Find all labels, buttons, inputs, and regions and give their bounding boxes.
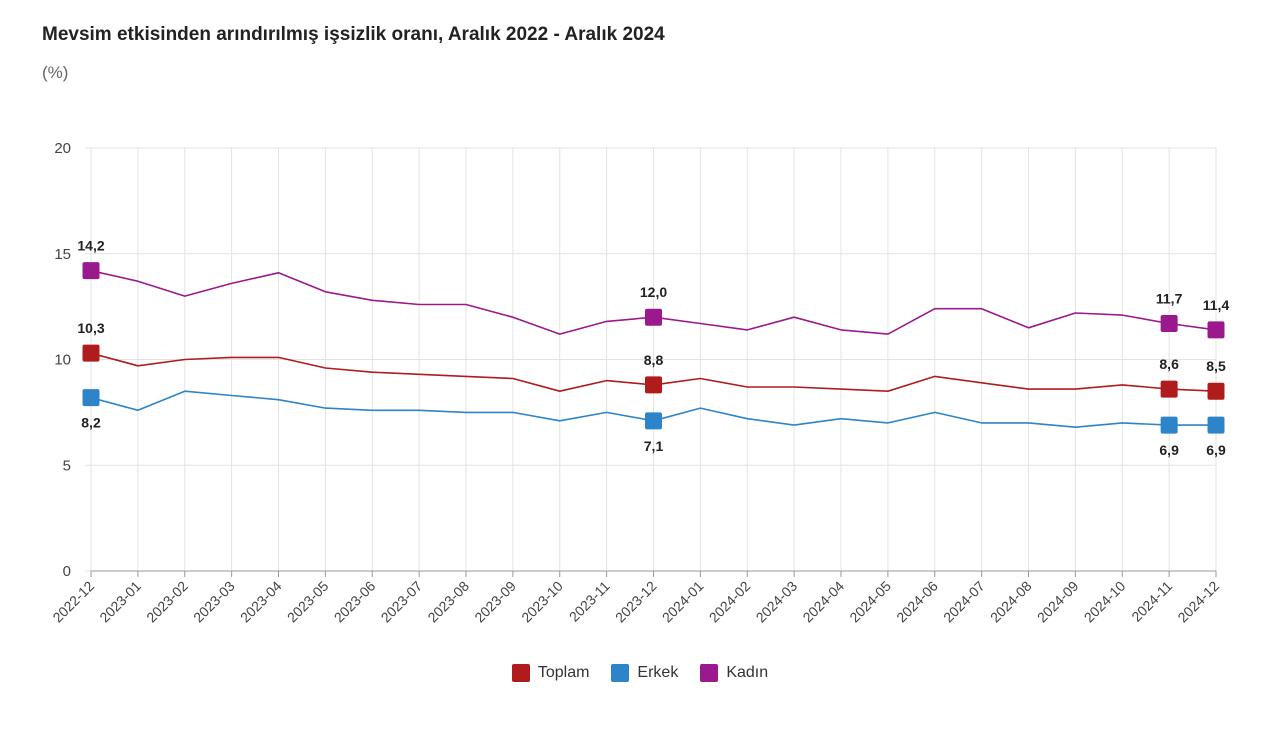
- legend-label-toplam: Toplam: [537, 664, 590, 681]
- legend-swatch-erkek: [611, 664, 630, 682]
- x-tick-label: 2024-06: [893, 578, 941, 626]
- x-tick-label: 2024-11: [1128, 578, 1175, 625]
- data-marker-erkek: [82, 389, 100, 407]
- legend-label-erkek: Erkek: [637, 664, 679, 681]
- data-label-erkek: 7,1: [644, 438, 664, 454]
- data-label-kadin: 12,0: [640, 284, 667, 300]
- y-tick-label: 5: [63, 457, 71, 474]
- x-tick-label: 2023-06: [331, 578, 379, 626]
- data-marker-kadin: [1160, 315, 1178, 333]
- data-label-erkek: 6,9: [1159, 442, 1179, 458]
- y-tick-label: 0: [63, 563, 71, 580]
- legend-item-erkek[interactable]: Erkek: [611, 664, 678, 682]
- x-tick-label: 2024-03: [753, 578, 801, 626]
- data-marker-kadin: [82, 262, 100, 280]
- data-marker-erkek: [645, 412, 662, 430]
- data-marker-toplam: [1160, 380, 1178, 398]
- y-tick-label: 15: [54, 246, 71, 263]
- x-tick-label: 2023-08: [424, 578, 472, 626]
- data-label-erkek: 6,9: [1206, 442, 1226, 458]
- x-tick-label: 2023-12: [612, 578, 660, 626]
- unit-label: (%): [42, 63, 69, 82]
- legend-item-toplam[interactable]: Toplam: [511, 664, 590, 682]
- x-tick-label: 2023-02: [143, 578, 191, 626]
- data-label-toplam: 8,6: [1159, 356, 1179, 372]
- data-label-erkek: 8,2: [81, 415, 101, 431]
- x-tick-label: 2024-05: [846, 578, 894, 626]
- x-tick-label: 2022-12: [49, 578, 97, 626]
- x-tick-label: 2024-02: [706, 578, 754, 626]
- x-tick-label: 2023-03: [190, 578, 238, 626]
- data-label-toplam: 10,3: [77, 320, 104, 336]
- legend-swatch-kadin: [700, 664, 719, 682]
- x-tick-label: 2024-09: [1034, 578, 1082, 626]
- x-tick-label: 2023-10: [518, 578, 566, 626]
- x-tick-label: 2023-05: [284, 578, 332, 626]
- x-tick-label: 2023-04: [237, 578, 285, 626]
- data-marker-kadin: [645, 308, 662, 326]
- data-label-kadin: 14,2: [77, 238, 104, 254]
- y-tick-label: 20: [54, 140, 71, 157]
- x-tick-label: 2023-07: [378, 578, 426, 626]
- data-marker-toplam: [82, 344, 100, 362]
- data-label-kadin: 11,4: [1203, 297, 1230, 313]
- x-tick-label: 2024-08: [987, 578, 1035, 626]
- legend-swatch-toplam: [511, 664, 530, 682]
- legend-item-kadin[interactable]: Kadın: [700, 664, 768, 682]
- x-tick-label: 2024-01: [659, 578, 707, 626]
- x-tick-label: 2023-11: [566, 578, 613, 625]
- x-tick-label: 2024-12: [1174, 578, 1222, 626]
- data-marker-erkek: [1160, 416, 1178, 434]
- data-label-toplam: 8,5: [1206, 358, 1226, 374]
- legend: Toplam Erkek Kadın: [0, 664, 1280, 682]
- data-marker-erkek: [1207, 416, 1225, 434]
- data-marker-toplam: [645, 376, 662, 394]
- y-tick-label: 10: [54, 352, 71, 369]
- data-label-toplam: 8,8: [644, 352, 664, 368]
- x-tick-label: 2023-09: [471, 578, 519, 626]
- x-tick-label: 2024-07: [940, 578, 988, 626]
- data-label-kadin: 11,7: [1156, 291, 1183, 307]
- legend-label-kadin: Kadın: [726, 664, 769, 681]
- x-tick-label: 2023-01: [96, 578, 144, 626]
- x-tick-label: 2024-04: [799, 578, 847, 626]
- data-marker-toplam: [1207, 382, 1225, 400]
- x-tick-label: 2024-10: [1081, 578, 1129, 626]
- data-marker-kadin: [1207, 321, 1225, 339]
- chart-title: Mevsim etkisinden arındırılmış işsizlik …: [42, 24, 665, 45]
